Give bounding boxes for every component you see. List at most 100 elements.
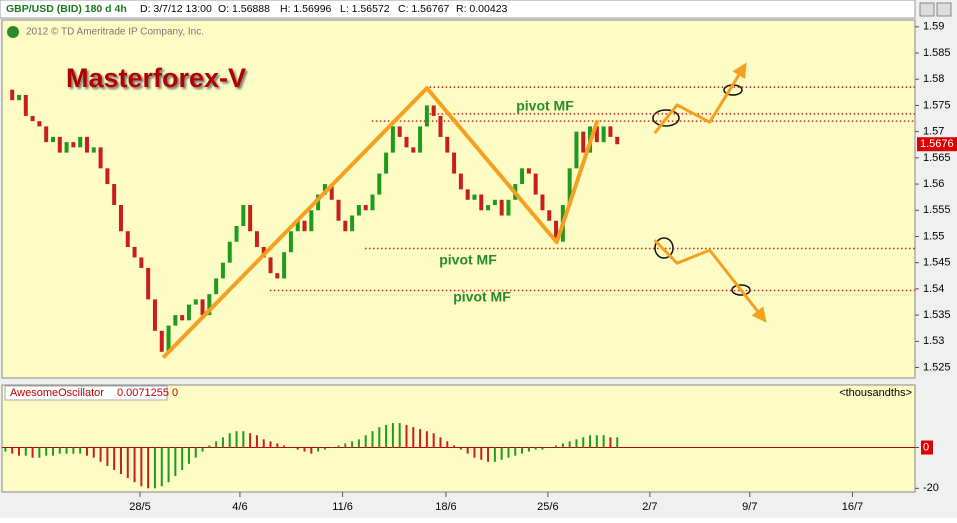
candle — [180, 315, 185, 321]
candle — [411, 147, 416, 153]
x-tick-label: 4/6 — [232, 501, 247, 513]
oscillator-bar — [289, 447, 292, 449]
oscillator-bar — [385, 425, 388, 448]
high: H: 1.56996 — [280, 3, 332, 15]
oscillator-bar — [568, 441, 571, 448]
oscillator-bar — [58, 447, 61, 454]
oscillator-bar — [228, 433, 231, 448]
oscillator-bar — [500, 447, 503, 460]
chart-title: Masterforex-V — [66, 63, 246, 93]
candle — [384, 152, 389, 174]
oscillator-bar — [391, 423, 394, 448]
candle — [465, 189, 470, 200]
close: C: 1.56767 — [398, 3, 450, 15]
candle — [479, 194, 484, 211]
oscillator-bar — [208, 445, 211, 448]
y-tick-label: 1.575 — [923, 99, 951, 111]
candle — [472, 194, 477, 200]
candle — [78, 136, 83, 148]
oscillator-bar — [493, 447, 496, 462]
window-button[interactable] — [936, 2, 952, 17]
x-tick-label: 2/7 — [642, 501, 657, 513]
oscillator-bar — [38, 447, 41, 458]
candle — [302, 220, 307, 232]
oscillator-bar — [521, 447, 524, 454]
oscillator-bar — [398, 423, 401, 448]
oscillator-bar — [296, 447, 299, 450]
candle — [57, 136, 62, 153]
oscillator-bar — [31, 447, 34, 458]
candle — [275, 273, 280, 279]
y-tick-label: 1.525 — [923, 361, 951, 373]
oscillator-bar — [160, 447, 163, 487]
candle — [336, 199, 341, 221]
oscillator-bar — [602, 435, 605, 448]
low: L: 1.56572 — [340, 3, 390, 15]
candle — [234, 225, 239, 242]
oscillator-panel — [1, 384, 916, 493]
oscillator-bar — [439, 437, 442, 448]
oscillator-bar — [616, 437, 619, 448]
candle — [486, 205, 491, 211]
oscillator-bar — [72, 447, 75, 454]
last-price-label: 1.5676 — [920, 138, 954, 150]
y-tick-label: 1.55 — [923, 230, 944, 242]
oscillator-bar — [364, 435, 367, 448]
header-bar — [0, 0, 916, 19]
window-button[interactable] — [919, 2, 935, 17]
oscillator-bar — [582, 437, 585, 448]
x-tick-label: 28/5 — [129, 501, 150, 513]
forecast-down — [653, 239, 767, 323]
candle — [554, 220, 559, 242]
forecast-up — [653, 62, 747, 135]
candle — [207, 294, 212, 316]
y-tick-label: -20 — [923, 482, 939, 494]
candle — [173, 315, 178, 326]
candle — [363, 205, 368, 211]
candle — [594, 126, 599, 143]
y-tick-label: 1.59 — [923, 21, 944, 33]
oscillator-bar — [283, 445, 286, 448]
oscillator-bar — [99, 447, 102, 462]
info-icon[interactable] — [7, 26, 19, 38]
last-price-box — [917, 137, 957, 152]
oscillator-bar — [541, 447, 544, 450]
open: O: 1.56888 — [218, 3, 270, 15]
oscillator-bar — [419, 429, 422, 448]
x-tick-label: 16/7 — [842, 501, 863, 513]
oscillator-bar — [303, 447, 306, 452]
oscillator-bar — [4, 447, 7, 452]
oscillator-bar — [337, 445, 340, 448]
oscillator-bar — [473, 447, 476, 458]
oscillator-bar — [174, 447, 177, 477]
oscillator-bar — [425, 431, 428, 448]
oscillator-bar — [357, 439, 360, 448]
unit-label: <thousandths> — [839, 387, 912, 399]
oscillator-bar — [45, 447, 48, 456]
oscillator-bar — [113, 447, 116, 470]
candle — [615, 136, 620, 145]
candle — [200, 299, 205, 316]
candle — [370, 194, 375, 211]
candle — [118, 205, 123, 232]
candle — [350, 215, 355, 232]
oscillator-bar — [79, 447, 82, 454]
oscillator-bar — [317, 447, 320, 452]
oscillator-bar — [589, 435, 592, 448]
oscillator-bar — [194, 447, 197, 458]
oscillator-bar — [466, 447, 469, 454]
candle — [23, 94, 28, 116]
oscillator-bar — [221, 437, 224, 448]
oscillator-bar — [453, 445, 456, 448]
oscillator-bar — [181, 447, 184, 470]
candle — [329, 184, 334, 200]
x-tick-label: 11/6 — [332, 501, 353, 513]
range: R: 0.00423 — [456, 3, 508, 15]
candle — [37, 121, 42, 127]
candle — [316, 194, 321, 211]
x-tick-label: 18/6 — [435, 501, 456, 513]
candle — [84, 136, 89, 153]
oscillator-bar — [235, 431, 238, 448]
candle — [282, 252, 287, 279]
oscillator-bar — [534, 447, 537, 450]
